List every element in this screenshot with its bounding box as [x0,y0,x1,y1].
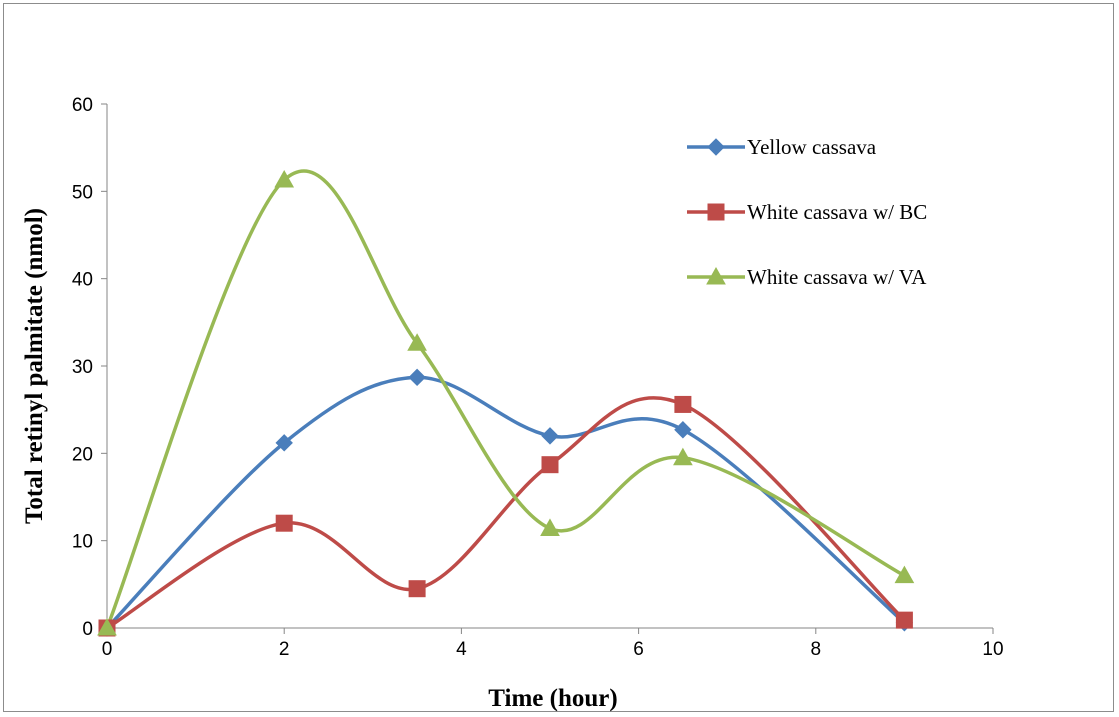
x-tick-label: 0 [102,639,113,660]
data-point-white-cassava-w-va [274,169,295,188]
y-tick-label: 50 [72,182,93,203]
data-point-yellow-cassava [674,421,692,439]
data-point-white-cassava-w-bc [408,580,426,598]
legend-marker [706,266,726,285]
data-point-white-cassava-w-va [97,617,117,636]
y-tick-label: 0 [82,619,93,640]
y-tick-labels: 0 10 20 30 40 50 60 [72,95,107,640]
y-tick-label: 40 [72,270,93,291]
x-tick-labels: 0 2 4 6 8 10 [102,628,1004,660]
data-point-white-cassava-w-va [894,565,915,584]
legend-label: Yellow cassava [747,135,877,159]
data-point-yellow-cassava [541,427,559,445]
legend-label: White cassava w/ BC [747,200,927,224]
data-point-yellow-cassava [408,368,426,387]
legend-marker [707,203,725,221]
chart-frame [3,3,1114,712]
y-tick-label: 60 [72,95,93,116]
x-tick-label: 8 [811,639,822,660]
x-axis-title: Time (hour) [488,685,617,712]
x-tick-label: 4 [456,639,467,660]
y-tick-label: 30 [72,357,93,378]
series-line-white-cassava-w-bc [105,396,907,630]
legend-label: White cassava w/ VA [747,265,927,289]
legend-item-yellow-cassava: Yellow cassava [687,135,877,159]
data-point-white-cassava-w-bc [541,456,559,474]
series-line-white-cassava-w-va [105,169,907,630]
x-tick-label: 6 [633,639,644,660]
series-lines [105,169,907,630]
data-point-white-cassava-w-bc [895,611,913,629]
series-line-yellow-cassava [105,375,907,630]
series-markers [97,169,915,637]
data-point-white-cassava-w-bc [275,514,293,532]
legend-item-white-cassava-w-bc: White cassava w/ BC [687,200,927,224]
legend: Yellow cassava White cassava w/ BC White c… [687,135,927,289]
legend-item-white-cassava-w-va: White cassava w/ VA [687,265,927,289]
data-point-white-cassava-w-va [540,518,560,536]
data-point-white-cassava-w-va [407,333,427,351]
y-tick-label: 10 [72,532,93,553]
data-point-yellow-cassava [275,434,293,452]
data-point-white-cassava-w-va [673,447,693,466]
legend-marker [707,138,725,156]
y-axis-title: Total retinyl palmitate (nmol) [21,208,48,524]
x-tick-label: 10 [982,639,1003,660]
data-point-white-cassava-w-bc [674,395,692,413]
y-tick-label: 20 [72,444,93,465]
x-tick-label: 2 [279,639,290,660]
